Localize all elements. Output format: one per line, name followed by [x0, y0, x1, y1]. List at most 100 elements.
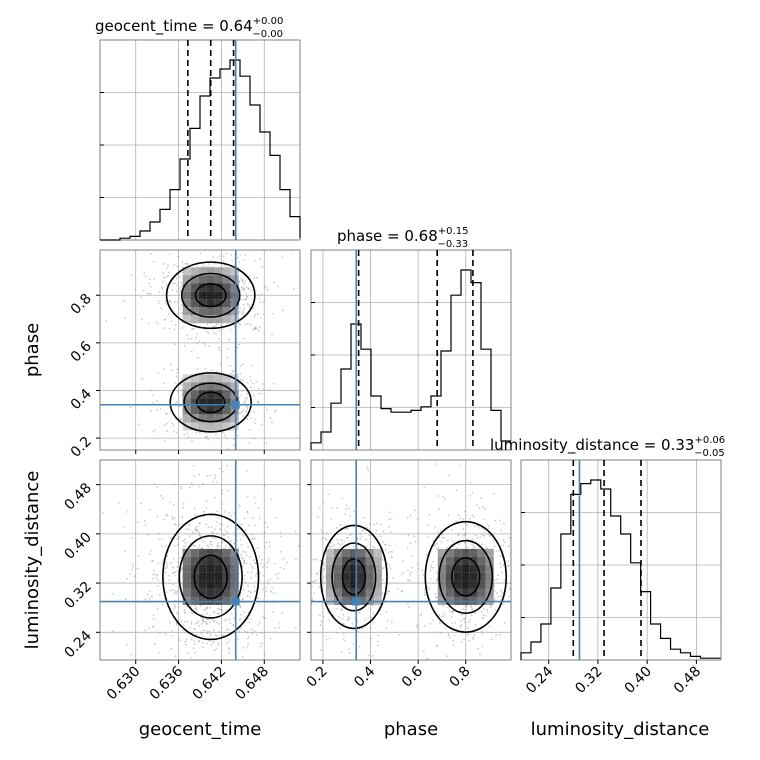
- density-cell: [477, 564, 486, 573]
- density-cell: [349, 564, 358, 573]
- density-cell: [198, 556, 207, 565]
- density-cell: [198, 548, 207, 557]
- density-cell: [206, 267, 215, 276]
- density-cell: [485, 572, 494, 581]
- density-cell: [373, 548, 382, 557]
- contour-level-2: [180, 272, 241, 318]
- density-blocks: [182, 267, 239, 431]
- axes-frame: [99, 459, 301, 661]
- density-cell: [198, 382, 207, 391]
- y-tick-label: 0.40: [61, 529, 94, 562]
- density-cell: [206, 291, 215, 300]
- density-cell: [182, 548, 191, 557]
- density-cell: [365, 588, 374, 597]
- title-minus: −0.33: [437, 239, 468, 250]
- density-cell: [445, 580, 454, 589]
- density-cell: [222, 267, 231, 276]
- truth-point: [231, 400, 240, 409]
- density-cell: [206, 382, 215, 391]
- density-cell: [222, 548, 231, 557]
- density-cell: [373, 588, 382, 597]
- density-cell: [230, 267, 239, 276]
- density-cell: [214, 275, 223, 284]
- density-cell: [198, 572, 207, 581]
- density-cell: [198, 315, 207, 324]
- density-cell: [214, 291, 223, 300]
- density-cell: [206, 315, 215, 324]
- density-cell: [357, 580, 366, 589]
- density-cell: [182, 588, 191, 597]
- density-blocks: [182, 548, 239, 605]
- panel-phase-vs-geocent_time: [96, 249, 301, 454]
- density-cell: [222, 291, 231, 300]
- density-cell: [198, 422, 207, 431]
- density-cell: [325, 588, 334, 597]
- density-cell: [222, 275, 231, 284]
- density-cell: [206, 572, 215, 581]
- axes-frame: [310, 459, 512, 661]
- histogram-luminosity_distance: [520, 459, 722, 661]
- density-cell: [190, 390, 199, 399]
- contour-level-3: [162, 513, 260, 641]
- density-cell: [477, 548, 486, 557]
- density-cell: [182, 580, 191, 589]
- contour-level-1: [195, 391, 226, 414]
- contour-level-2: [438, 539, 494, 614]
- density-cell: [214, 283, 223, 292]
- density-cell: [190, 291, 199, 300]
- density-cell: [365, 572, 374, 581]
- density-cell: [206, 548, 215, 557]
- density-cell: [349, 548, 358, 557]
- density-cell: [453, 564, 462, 573]
- density-cell: [485, 580, 494, 589]
- density-cell: [365, 564, 374, 573]
- density-cell: [445, 548, 454, 557]
- density-cell: [222, 307, 231, 316]
- density-cell: [325, 548, 334, 557]
- title-phase: phase = 0.68+0.15 −0.33: [337, 226, 468, 250]
- density-cell: [182, 564, 191, 573]
- density-cell: [206, 422, 215, 431]
- density-cell: [341, 564, 350, 573]
- density-cell: [230, 283, 239, 292]
- density-cell: [198, 564, 207, 573]
- density-cell: [198, 307, 207, 316]
- density-cell: [182, 291, 191, 300]
- x-tick-label: 0.32: [572, 664, 605, 697]
- x-tick-label: 0.40: [622, 664, 655, 697]
- density-cell: [341, 556, 350, 565]
- title-minus: −0.05: [694, 448, 725, 459]
- density-cell: [461, 556, 470, 565]
- density-cell: [333, 572, 342, 581]
- density-cell: [182, 556, 191, 565]
- contour-level-1: [341, 558, 367, 596]
- density-cell: [461, 580, 470, 589]
- axes-frame: [520, 459, 722, 661]
- density-cell: [214, 422, 223, 431]
- density-cell: [445, 556, 454, 565]
- density-cell: [357, 572, 366, 581]
- x-axis-label-luminosity_distance: luminosity_distance: [531, 719, 710, 740]
- title-main: geocent_time = 0.64: [95, 17, 253, 36]
- density-cell: [333, 556, 342, 565]
- density-cell: [198, 588, 207, 597]
- density-cell: [325, 580, 334, 589]
- density-cell: [222, 588, 231, 597]
- density-cell: [222, 283, 231, 292]
- density-cell: [206, 390, 215, 399]
- title-plus: +0.15: [438, 226, 469, 237]
- y-tick-label: 0.2: [68, 434, 95, 461]
- contour-level-3: [319, 524, 388, 630]
- density-cell: [333, 564, 342, 573]
- density-cell: [190, 299, 199, 308]
- density-cell: [477, 556, 486, 565]
- contour-level-1: [193, 554, 228, 600]
- density-cell: [230, 291, 239, 300]
- density-cell: [190, 588, 199, 597]
- truth-point: [352, 597, 361, 606]
- contour-level-2: [331, 542, 377, 612]
- density-cell: [198, 580, 207, 589]
- x-tick-label: 0.2: [304, 664, 331, 691]
- density-cell: [214, 374, 223, 383]
- density-cell: [477, 572, 486, 581]
